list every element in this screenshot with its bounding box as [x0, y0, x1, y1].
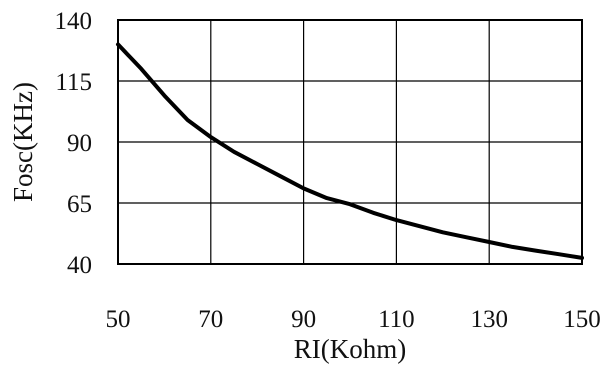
x-tick-label: 110 — [378, 306, 415, 333]
y-tick-label: 115 — [55, 69, 92, 96]
y-axis-ticks: 40 65 90 115 140 — [55, 8, 93, 279]
grid-lines — [118, 20, 582, 264]
series-line — [116, 42, 584, 260]
x-tick-label: 130 — [470, 306, 508, 333]
x-axis-ticks: 50 70 90 110 130 150 — [106, 306, 601, 333]
y-tick-label: 40 — [67, 252, 92, 279]
x-tick-label: 50 — [106, 306, 131, 333]
x-axis-label: RI(Kohm) — [294, 334, 406, 364]
x-tick-label: 90 — [291, 306, 316, 333]
x-tick-label: 70 — [198, 306, 223, 333]
plot-frame — [117, 19, 583, 265]
y-axis-label: Fosc(KHz) — [8, 82, 38, 202]
y-tick-label: 65 — [67, 191, 92, 218]
y-tick-label: 140 — [55, 8, 93, 35]
series-group — [116, 42, 584, 260]
x-tick-label: 150 — [563, 306, 601, 333]
y-tick-label: 90 — [67, 130, 92, 157]
